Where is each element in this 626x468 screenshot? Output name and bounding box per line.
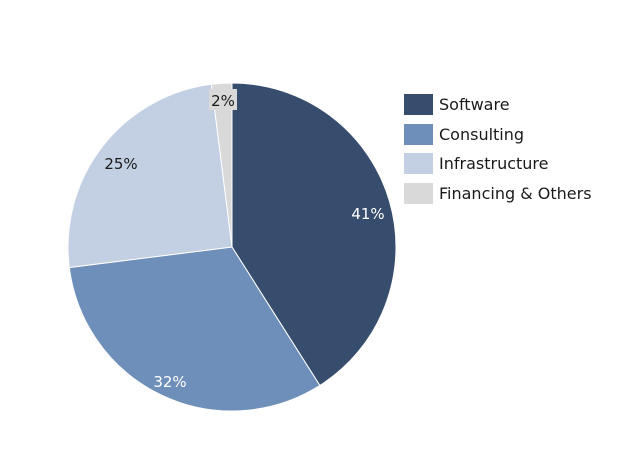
legend-swatch: [404, 153, 433, 175]
data-label: 25%: [104, 155, 137, 173]
legend-label: Software: [439, 95, 510, 115]
legend-swatch: [404, 182, 433, 204]
legend-swatch: [404, 123, 433, 145]
data-label: 41%: [351, 205, 384, 223]
legend-item-software: Software: [404, 90, 592, 120]
legend-swatch: [404, 94, 433, 116]
pie-slice-consulting: [68, 246, 321, 412]
pie-slice-financing-others: [210, 82, 233, 248]
legend-item-infrastructure: Infrastructure: [404, 149, 592, 179]
legend-label: Consulting: [439, 124, 525, 144]
data-label: 32%: [153, 373, 186, 391]
legend-item-consulting: Consulting: [404, 120, 592, 150]
pie-slice-infrastructure: [67, 83, 233, 269]
legend-item-financing-others: Financing & Others: [404, 179, 592, 209]
data-label-background: [209, 89, 237, 110]
data-label: 2%: [211, 92, 235, 110]
legend-label: Financing & Others: [439, 183, 592, 203]
legend-label: Infrastructure: [439, 154, 549, 174]
chart-legend: Software Consulting Infrastructure Finan…: [404, 90, 592, 208]
pie-slice-software: [231, 82, 397, 387]
